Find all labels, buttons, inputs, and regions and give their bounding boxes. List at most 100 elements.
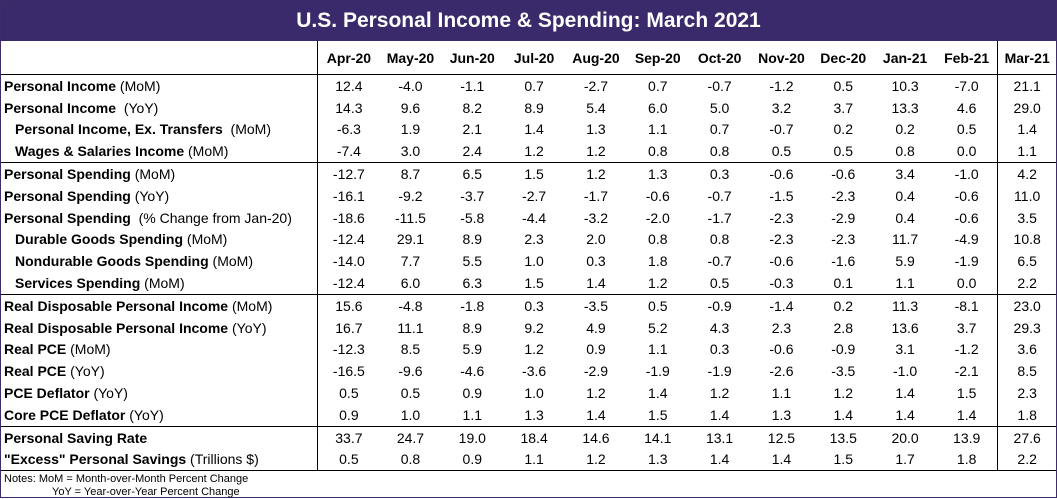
row-label-unit: (MoM) <box>140 275 185 292</box>
table-cell: 1.5 <box>956 385 977 402</box>
table-cell: -2.9 <box>831 209 856 226</box>
table-cell: -0.6 <box>769 253 794 270</box>
table-cell: 9.6 <box>400 99 421 116</box>
table-cell: 7.7 <box>400 253 421 270</box>
row-label-metric: Personal Spending <box>4 187 131 204</box>
row-label: PCE Deflator (YoY) <box>1 382 319 404</box>
table-cell: 1.4 <box>833 406 853 423</box>
row-label-metric: Durable Goods Spending <box>15 231 184 248</box>
table-cell: -0.6 <box>645 187 670 204</box>
table-cell: -9.6 <box>398 363 423 380</box>
notes: Notes: MoM = Month-over-Month Percent Ch… <box>1 470 1056 499</box>
table-cell: 0.5 <box>626 293 689 317</box>
table-row: Personal Income (YoY) 14.3 9.6 8.2 8.9 5.4 6.0… <box>1 96 1056 119</box>
table-cell: 1.3 <box>626 162 689 185</box>
table-cell: 6.5 <box>997 250 1056 273</box>
row-label-unit: (MoM) <box>130 166 176 183</box>
table-cell: 2.2 <box>997 272 1056 295</box>
table-row: Personal Spending (% Change from Jan-20)… <box>1 206 1056 229</box>
row-label-metric: Personal Spending <box>4 209 131 226</box>
table-cell: 19.0 <box>441 425 504 449</box>
table-cell: 1.1 <box>462 406 483 423</box>
table-cell: 5.4 <box>586 99 606 116</box>
table-cell: 0.7 <box>648 77 668 94</box>
table-row: Personal Saving Rate 33.7 24.7 19.0 18.4 14.6… <box>1 425 1056 449</box>
table-cell: -11.5 <box>395 209 426 226</box>
table-cell: -7.0 <box>954 77 979 94</box>
column-header: Nov-20 <box>750 41 813 75</box>
table-cell: -1.7 <box>583 187 608 204</box>
table-cell: 1.2 <box>524 341 544 358</box>
table-cell: 16.7 <box>335 319 363 336</box>
table-cell: -7.4 <box>336 143 361 160</box>
table-cell: 0.8 <box>709 231 730 248</box>
table-cell: 1.2 <box>586 451 606 468</box>
table-cell: 1.3 <box>524 406 544 423</box>
table-cell: 2.0 <box>586 231 606 248</box>
table-cell: -2.9 <box>583 363 608 380</box>
table-cell: 0.2 <box>895 121 915 138</box>
table-cell: 29.0 <box>997 96 1056 119</box>
table-cell: 1.5 <box>503 162 566 185</box>
table-cell: 10.8 <box>997 228 1056 251</box>
table-cell: -0.6 <box>954 209 979 226</box>
table-cell: 11.0 <box>997 184 1056 207</box>
table-cell: 1.7 <box>895 451 915 468</box>
table-row: Personal Income (MoM) 12.4 -4.0 -1.1 0.7 -2.7… <box>1 74 1056 97</box>
table-cell: -1.0 <box>893 363 918 380</box>
table-cell: 8.2 <box>462 99 483 116</box>
table-cell: 2.3 <box>997 382 1056 404</box>
table-cell: 11.1 <box>397 319 424 336</box>
column-header: May-20 <box>379 41 442 75</box>
table-cell: 3.5 <box>997 206 1056 229</box>
table-cell: 0.8 <box>400 451 421 468</box>
table-cell: 6.5 <box>441 162 504 185</box>
table-cell: 0.3 <box>503 293 566 317</box>
row-label: Personal Saving Rate <box>1 425 319 449</box>
table-cell: -3.7 <box>460 187 485 204</box>
table-cell: 0.2 <box>833 121 853 138</box>
notes-line-1: Notes: MoM = Month-over-Month Percent Ch… <box>4 473 249 486</box>
table-cell: -4.8 <box>379 293 442 317</box>
table-cell: -0.7 <box>707 253 732 270</box>
table-cell: -6.3 <box>336 121 361 138</box>
table-cell: -1.6 <box>831 253 856 270</box>
row-label-unit: (MoM) <box>184 143 229 160</box>
row-label: Real PCE (YoY) <box>1 360 319 383</box>
table-cell: 4.6 <box>956 99 977 116</box>
table-row: Personal Spending (YoY) -16.1 -9.2 -3.7 -2.7… <box>1 184 1056 207</box>
table-cell: 14.6 <box>565 425 627 449</box>
table-cell: 1.5 <box>524 275 544 292</box>
table-row: Personal Income, Ex. Transfers (MoM) -6.3… <box>1 118 1056 141</box>
table-cell: 1.3 <box>648 451 668 468</box>
row-label: Personal Income (YoY) <box>1 96 319 119</box>
row-label-metric: Personal Saving Rate <box>4 429 148 446</box>
table-cell: 10.3 <box>891 77 919 94</box>
table-cell: -12.7 <box>317 162 380 185</box>
column-header: Oct-20 <box>688 41 751 75</box>
table-cell: 0.3 <box>586 253 606 270</box>
column-header: Jan-21 <box>874 41 936 75</box>
table-cell: -0.6 <box>750 162 813 185</box>
row-label-unit: (MoM) <box>228 297 273 314</box>
table-cell: 1.2 <box>833 385 853 402</box>
table-cell: 1.5 <box>833 451 853 468</box>
data-table: Apr-20 May-20 Jun-20 Jul-20 Aug-20 Sep-20 Oct-… <box>1 41 1056 471</box>
table-cell: 13.3 <box>891 99 919 116</box>
table-cell: 1.8 <box>997 403 1056 427</box>
table-cell: 8.9 <box>462 231 483 248</box>
row-label-metric: PCE Deflator <box>4 385 90 402</box>
table-cell: -1.9 <box>954 253 979 270</box>
table-cell: 1.2 <box>586 385 606 402</box>
table-cell: -4.6 <box>460 363 485 380</box>
table-cell: 8.9 <box>462 319 483 336</box>
table-cell: 8.5 <box>400 341 421 358</box>
row-label-metric: Real Disposable Personal Income <box>4 319 229 336</box>
table-cell: 0.5 <box>339 451 359 468</box>
table-cell: 1.8 <box>956 451 977 468</box>
table-cell: 6.0 <box>648 99 668 116</box>
table-cell: 1.8 <box>648 253 668 270</box>
table-cell: 29.1 <box>396 231 425 248</box>
table-cell: 1.0 <box>524 253 544 270</box>
